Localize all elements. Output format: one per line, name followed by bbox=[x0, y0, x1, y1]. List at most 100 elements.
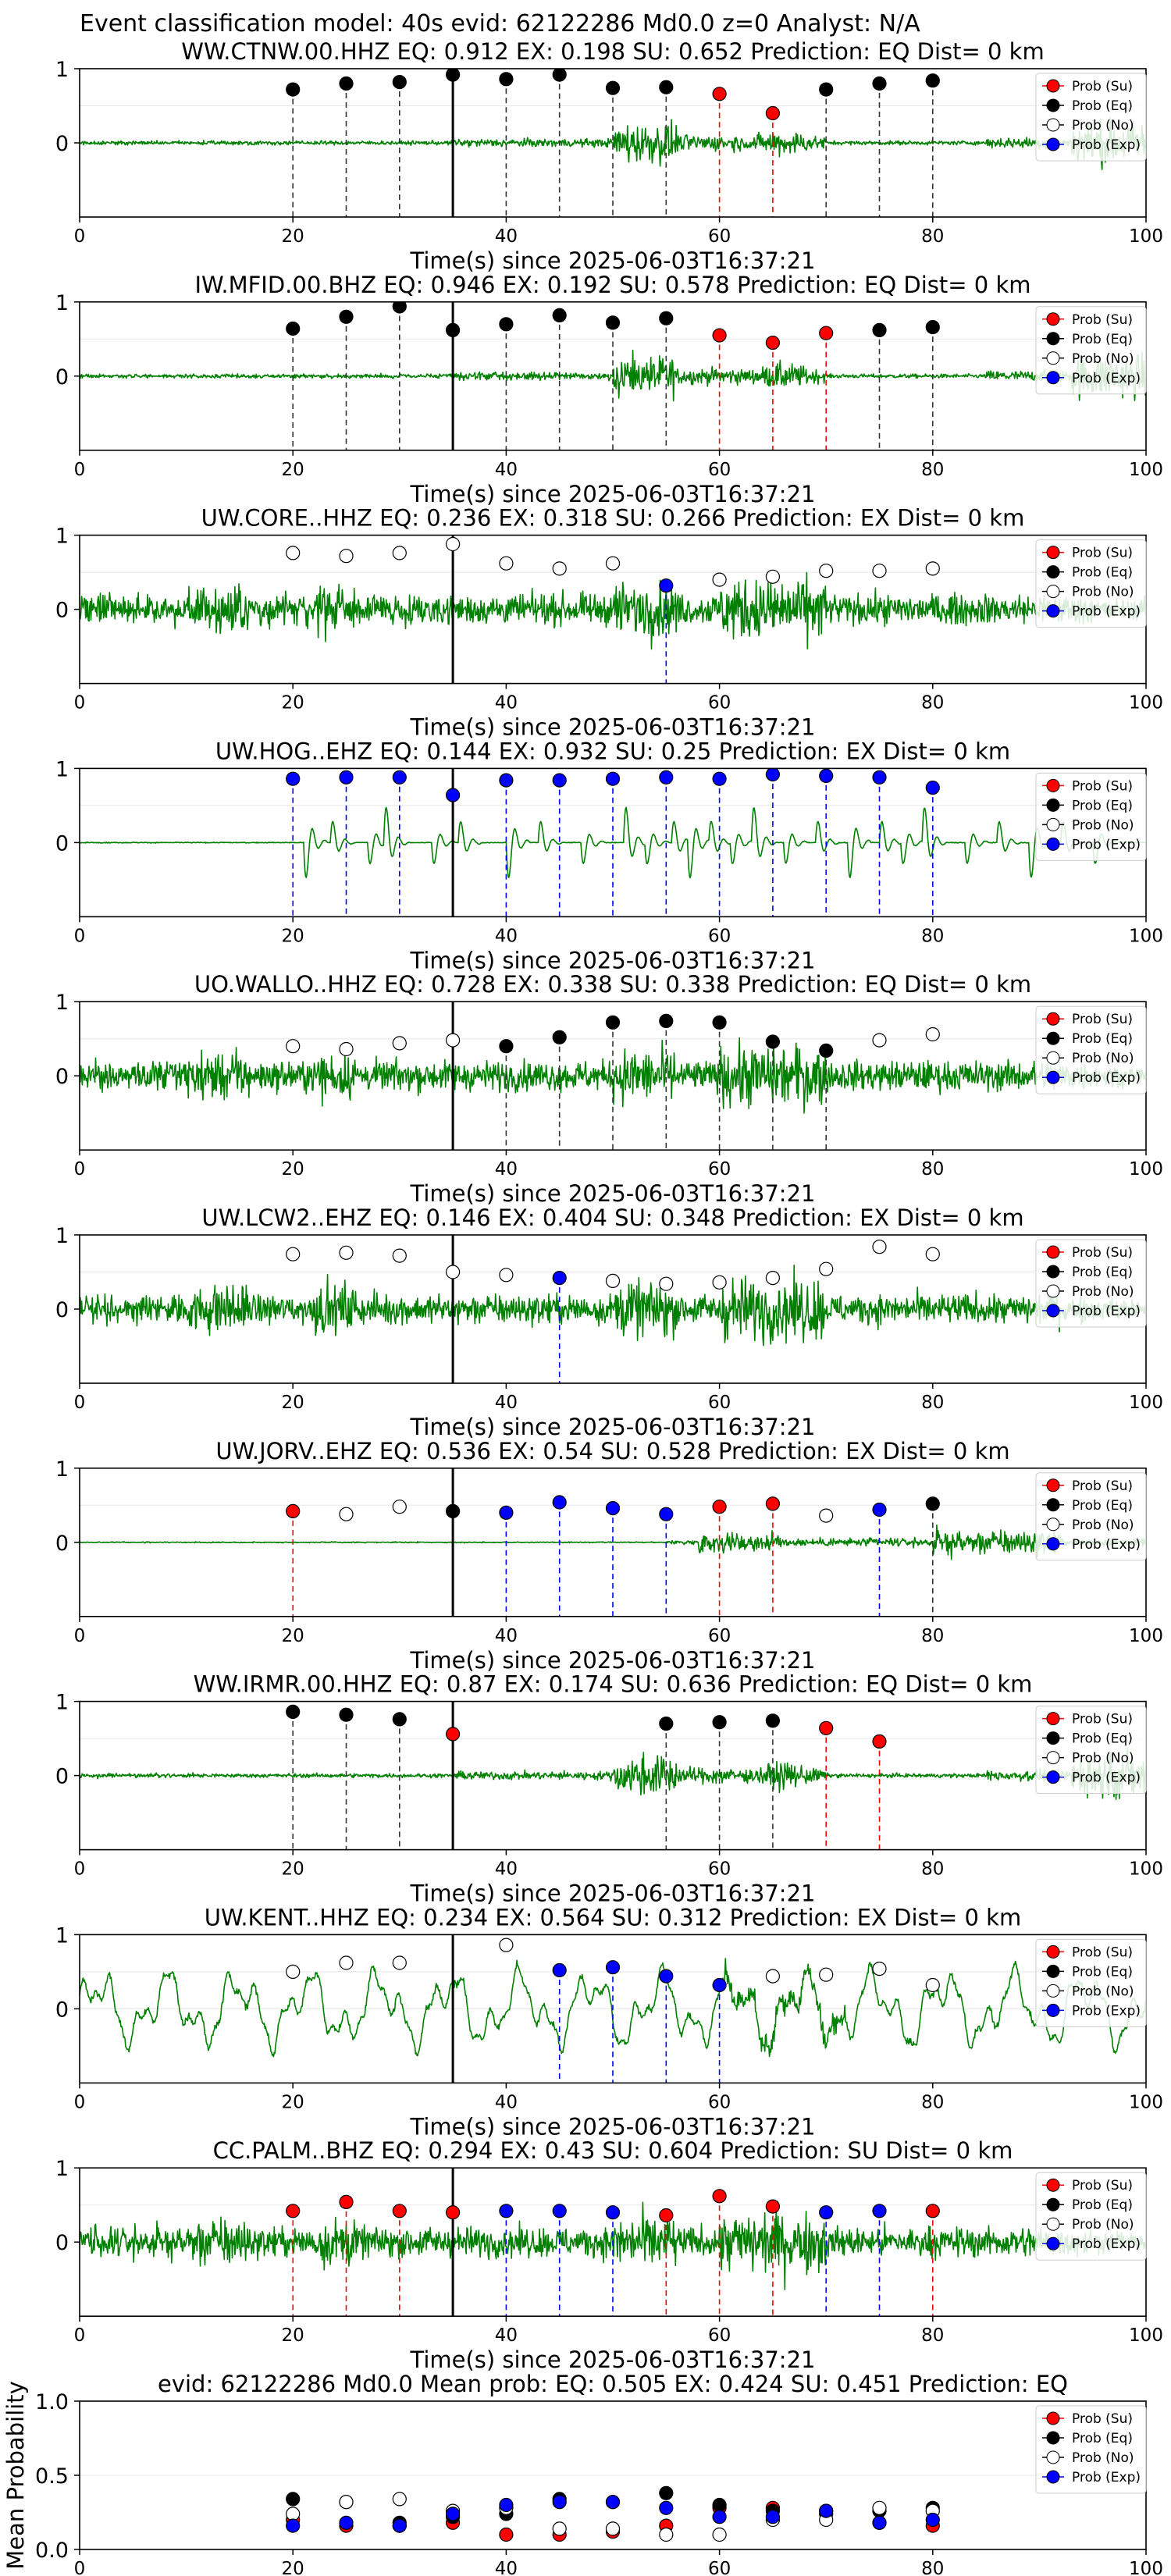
x-tick-label: 80 bbox=[921, 1159, 944, 1179]
prob-marker-eq bbox=[286, 1704, 301, 1719]
mean-marker-no bbox=[552, 2521, 567, 2536]
legend-label: Prob (Exp) bbox=[1072, 1070, 1141, 1086]
legend-marker bbox=[1046, 1478, 1060, 1493]
y-tick-label: 0 bbox=[55, 599, 69, 623]
mean-marker-exp bbox=[765, 2510, 781, 2524]
prob-marker-no bbox=[499, 1268, 514, 1283]
x-tick-label: 40 bbox=[495, 693, 518, 713]
prob-marker-no bbox=[286, 1247, 301, 1261]
prob-marker-su bbox=[872, 1734, 887, 1749]
x-tick-label: 80 bbox=[921, 2325, 944, 2346]
prob-marker-exp bbox=[286, 771, 301, 786]
station-panel: UW.LCW2..EHZ EQ: 0.146 EX: 0.404 SU: 0.3… bbox=[55, 1204, 1163, 1440]
prob-marker-eq bbox=[552, 308, 567, 322]
prob-marker-no bbox=[339, 1507, 354, 1521]
prob-marker-no bbox=[872, 1033, 887, 1048]
y-axis-label: Mean Probability bbox=[2, 2381, 29, 2570]
prob-marker-eq bbox=[392, 301, 407, 314]
prob-marker-no bbox=[819, 1967, 834, 1982]
prob-marker-eq bbox=[445, 1503, 461, 1519]
prob-marker-no bbox=[445, 1265, 461, 1279]
y-tick-label: 1 bbox=[55, 991, 69, 1015]
plot-area bbox=[80, 1934, 1146, 2083]
prob-marker-exp bbox=[552, 1962, 567, 1978]
prob-marker-no bbox=[552, 561, 567, 576]
prob-marker-eq bbox=[659, 1717, 674, 1731]
x-tick-label: 100 bbox=[1129, 1393, 1163, 1413]
x-tick-label: 60 bbox=[708, 693, 731, 713]
legend-label: Prob (Eq) bbox=[1072, 565, 1133, 581]
y-tick-label: 1 bbox=[55, 1457, 69, 1482]
y-tick-label: 0 bbox=[55, 1998, 69, 2022]
prob-marker-su bbox=[819, 1720, 834, 1735]
prob-marker-eq bbox=[445, 322, 461, 337]
legend-label: Prob (No) bbox=[1072, 817, 1134, 833]
prob-marker-no bbox=[392, 1500, 407, 1514]
x-axis-label: Time(s) since 2025-06-03T16:37:21 bbox=[410, 1180, 816, 1207]
plot-area bbox=[80, 2168, 1146, 2317]
x-tick-label: 100 bbox=[1129, 2559, 1163, 2576]
mean-marker-eq bbox=[712, 2497, 727, 2513]
prob-marker-exp bbox=[552, 2204, 567, 2218]
legend-label: Prob (Su) bbox=[1072, 1944, 1133, 1960]
panel-title: UW.KENT..HHZ EQ: 0.234 EX: 0.564 SU: 0.3… bbox=[205, 1904, 1021, 1930]
x-tick-label: 40 bbox=[495, 1393, 518, 1413]
prob-marker-no bbox=[339, 549, 354, 564]
legend-label: Prob (Eq) bbox=[1072, 2197, 1133, 2213]
prob-marker-su bbox=[765, 2199, 781, 2214]
plot-area bbox=[80, 1002, 1146, 1151]
legend-marker bbox=[1046, 1964, 1060, 1978]
legend-box bbox=[1035, 1706, 1147, 1795]
prob-marker-no bbox=[392, 1036, 407, 1051]
x-tick-label: 60 bbox=[708, 2092, 731, 2112]
legend-marker bbox=[1046, 312, 1060, 326]
legend-box bbox=[1035, 2172, 1147, 2261]
x-axis-label: Time(s) since 2025-06-03T16:37:21 bbox=[410, 2347, 816, 2373]
x-tick-label: 0 bbox=[74, 1159, 86, 1179]
legend-label: Prob (No) bbox=[1072, 118, 1134, 133]
prob-marker-exp bbox=[712, 1977, 727, 1993]
prob-marker-eq bbox=[712, 1715, 727, 1730]
legend-label: Prob (Eq) bbox=[1072, 798, 1133, 813]
legend-marker bbox=[1046, 1984, 1060, 1998]
legend-box bbox=[1035, 306, 1147, 395]
station-panel: UW.KENT..HHZ EQ: 0.234 EX: 0.564 SU: 0.3… bbox=[55, 1904, 1163, 2140]
x-tick-label: 40 bbox=[495, 2559, 518, 2576]
prob-marker-eq bbox=[605, 80, 621, 95]
waveform-trace bbox=[80, 1958, 1146, 2058]
legend-marker bbox=[1046, 1304, 1060, 1318]
prob-marker-eq bbox=[765, 1713, 781, 1728]
x-tick-label: 20 bbox=[282, 2559, 304, 2576]
x-axis-label: Time(s) since 2025-06-03T16:37:21 bbox=[410, 714, 816, 741]
prob-marker-eq bbox=[872, 322, 887, 337]
legend-label: Prob (No) bbox=[1072, 1051, 1134, 1066]
legend-box bbox=[1035, 1239, 1147, 1328]
x-tick-label: 60 bbox=[708, 1626, 731, 1646]
legend-marker bbox=[1046, 2003, 1060, 2017]
y-tick-label: 0 bbox=[55, 1065, 69, 1089]
y-tick-label: 1 bbox=[55, 1923, 69, 1948]
mean-probability-panel: evid: 62122286 Md0.0 Mean prob: EQ: 0.50… bbox=[2, 2371, 1163, 2576]
legend-label: Prob (Su) bbox=[1072, 778, 1133, 794]
mean-marker-exp bbox=[872, 2515, 887, 2530]
plot-area bbox=[80, 1701, 1146, 1850]
x-tick-label: 20 bbox=[282, 226, 304, 247]
x-tick-label: 60 bbox=[708, 2325, 731, 2346]
x-tick-label: 100 bbox=[1129, 226, 1163, 247]
plot-area bbox=[80, 301, 1146, 450]
prob-marker-no bbox=[499, 1937, 514, 1952]
prob-marker-su bbox=[765, 105, 781, 121]
x-tick-label: 80 bbox=[921, 226, 944, 247]
panel-title: evid: 62122286 Md0.0 Mean prob: EQ: 0.50… bbox=[158, 2371, 1068, 2397]
prob-marker-su bbox=[712, 1500, 727, 1514]
x-tick-label: 80 bbox=[921, 926, 944, 946]
legend-label: Prob (Exp) bbox=[1072, 371, 1141, 386]
prob-marker-eq bbox=[499, 317, 514, 332]
prob-marker-eq bbox=[765, 1034, 781, 1049]
prob-marker-su bbox=[286, 2204, 301, 2218]
panel-title: UW.CORE..HHZ EQ: 0.236 EX: 0.318 SU: 0.2… bbox=[201, 505, 1025, 532]
legend-marker bbox=[1046, 2450, 1060, 2464]
prob-marker-su bbox=[765, 1496, 781, 1511]
legend-label: Prob (Exp) bbox=[1072, 1770, 1141, 1786]
legend-marker bbox=[1046, 1284, 1060, 1298]
